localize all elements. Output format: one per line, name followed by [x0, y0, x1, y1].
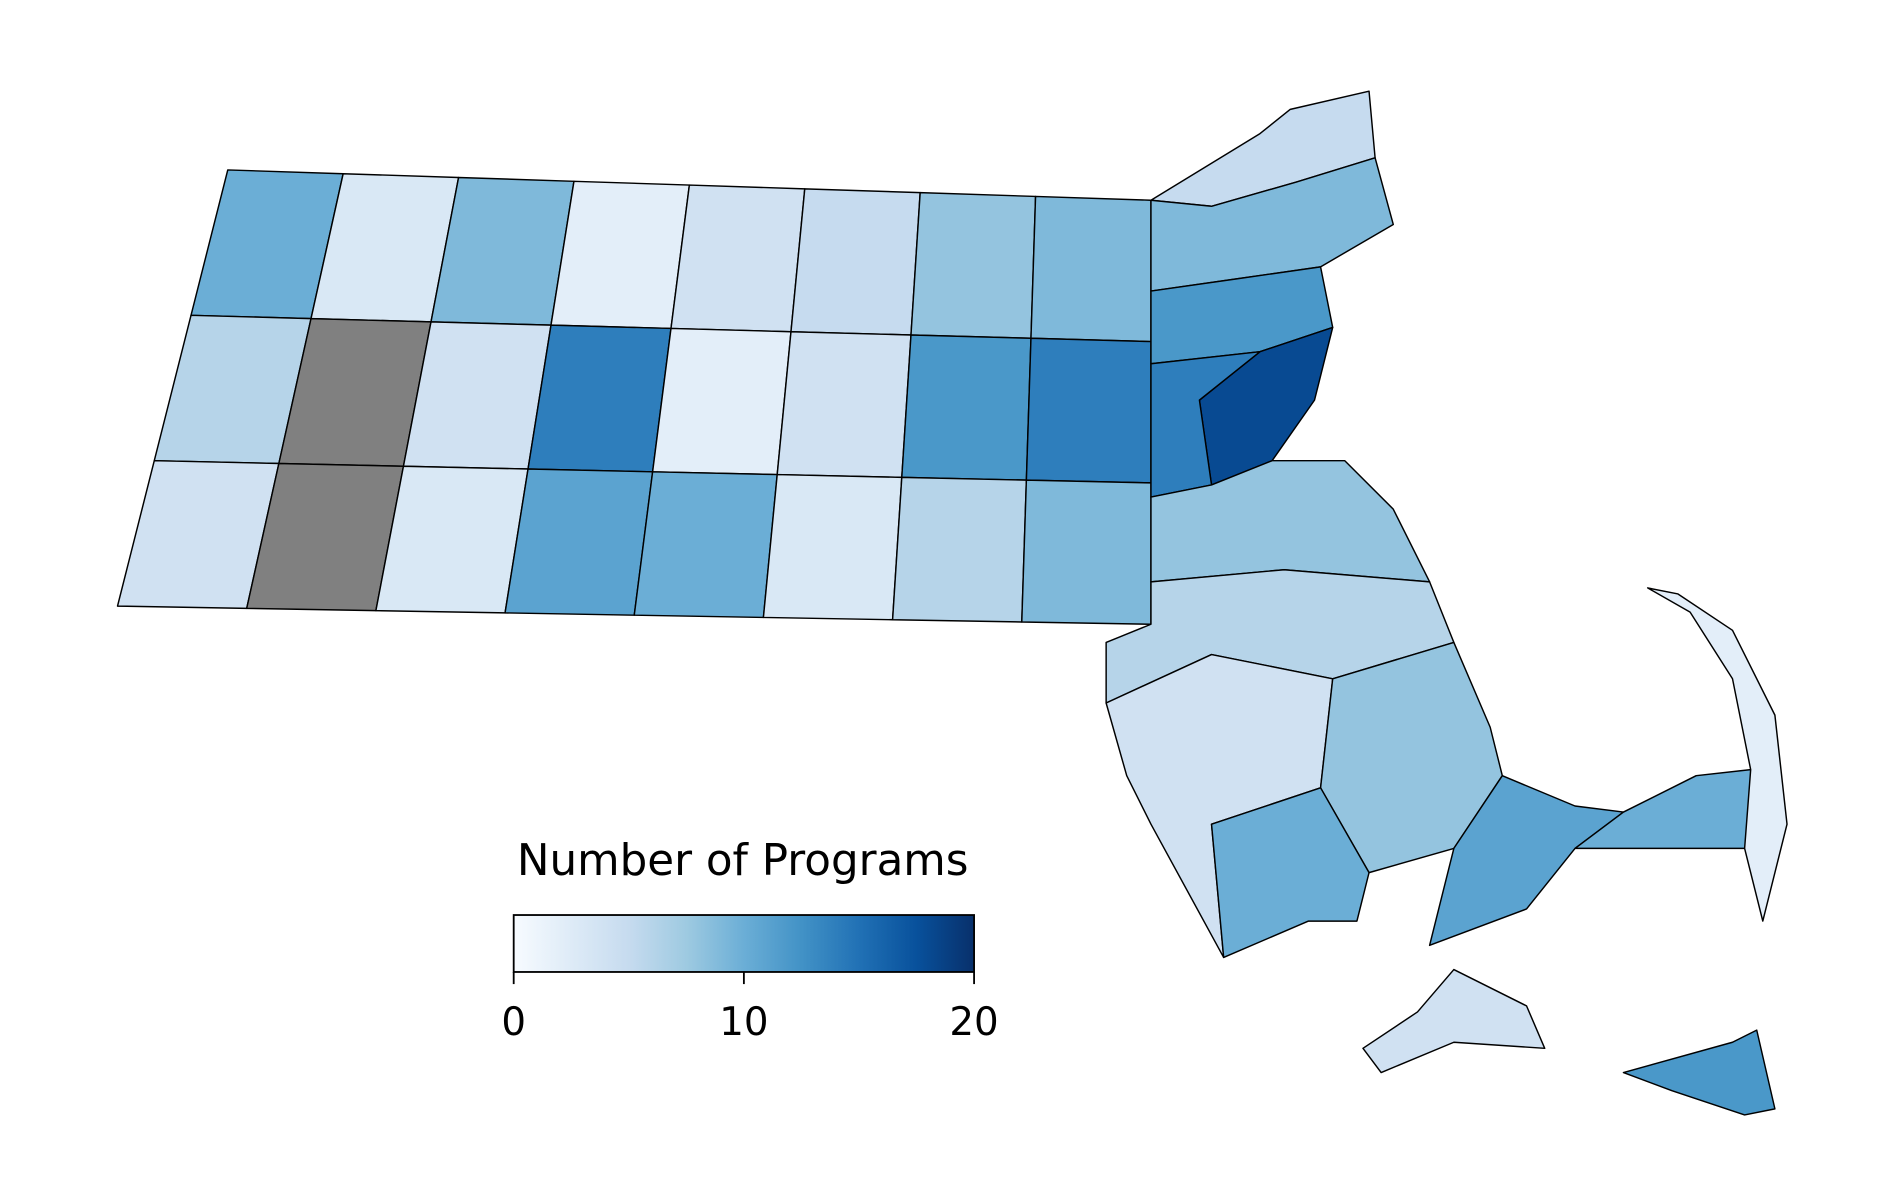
region	[891, 476, 1028, 623]
region	[776, 330, 912, 479]
region	[1362, 968, 1546, 1074]
region	[670, 184, 806, 333]
region	[375, 465, 529, 614]
region	[1021, 479, 1152, 625]
region	[762, 473, 903, 621]
region	[651, 327, 792, 476]
region	[527, 324, 672, 473]
region	[1646, 587, 1788, 922]
region	[550, 180, 691, 330]
region	[910, 191, 1037, 340]
region	[790, 188, 921, 336]
region	[633, 471, 778, 619]
regions	[116, 90, 1788, 1116]
colorbar	[512, 914, 975, 973]
region	[1025, 337, 1152, 484]
legend-title: Number of Programs	[517, 836, 969, 886]
region	[901, 334, 1032, 481]
region	[1622, 1029, 1776, 1116]
region	[1210, 787, 1370, 959]
region	[1150, 350, 1261, 498]
region	[1030, 195, 1152, 343]
colorbar-tick-label: 20	[949, 1000, 998, 1045]
legend: Number of Programs 0 10 20	[501, 836, 998, 1045]
colorbar-tick-label: 10	[719, 1000, 768, 1045]
colorbar-tick-label: 0	[501, 1000, 526, 1045]
region	[504, 468, 654, 616]
